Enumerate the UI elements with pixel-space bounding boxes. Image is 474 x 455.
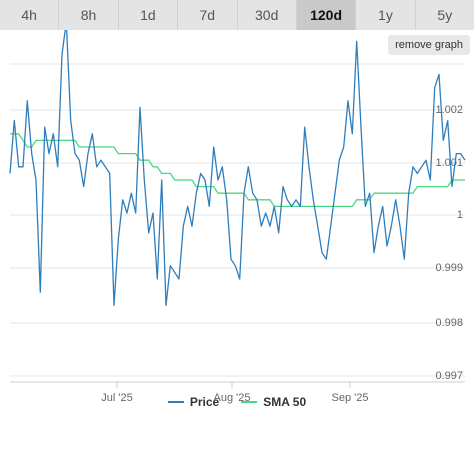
remove-graph-button[interactable]: remove graph	[388, 35, 470, 55]
y-tick-label: 1	[457, 209, 463, 221]
tab-120d[interactable]: 120d	[296, 0, 357, 30]
sma-50-line	[10, 133, 465, 208]
price-line	[9, 20, 466, 307]
x-tick-label: Sep '25	[332, 392, 369, 404]
legend-sma-swatch	[241, 401, 258, 403]
legend-item-sma[interactable]: SMA 50	[241, 395, 306, 409]
tab-1d[interactable]: 1d	[119, 0, 179, 30]
tab-4h[interactable]: 4h	[0, 0, 60, 30]
y-tick-label: 0.999	[435, 262, 463, 274]
x-tick-label: Jul '25	[101, 392, 132, 404]
legend-price-label: Price	[189, 395, 220, 409]
chart-legend: Price SMA 50	[0, 393, 474, 411]
legend-item-price[interactable]: Price	[167, 395, 220, 409]
tab-8h[interactable]: 8h	[59, 0, 119, 30]
legend-sma-label: SMA 50	[263, 395, 307, 409]
y-tick-label: 0.998	[435, 317, 463, 329]
y-tick-label: 1.001	[435, 157, 463, 169]
tab-1y[interactable]: 1y	[356, 0, 416, 30]
legend-price-swatch	[167, 401, 184, 403]
tab-5y[interactable]: 5y	[437, 7, 453, 23]
y-tick-label: 1.002	[435, 104, 463, 116]
y-tick-label: 0.997	[435, 370, 463, 382]
timeframe-tabs: 4h 8h 1d 7d 30d 120d 1y 5y	[0, 0, 474, 30]
tab-30d[interactable]: 30d	[238, 0, 297, 30]
tab-7d[interactable]: 7d	[178, 0, 238, 30]
